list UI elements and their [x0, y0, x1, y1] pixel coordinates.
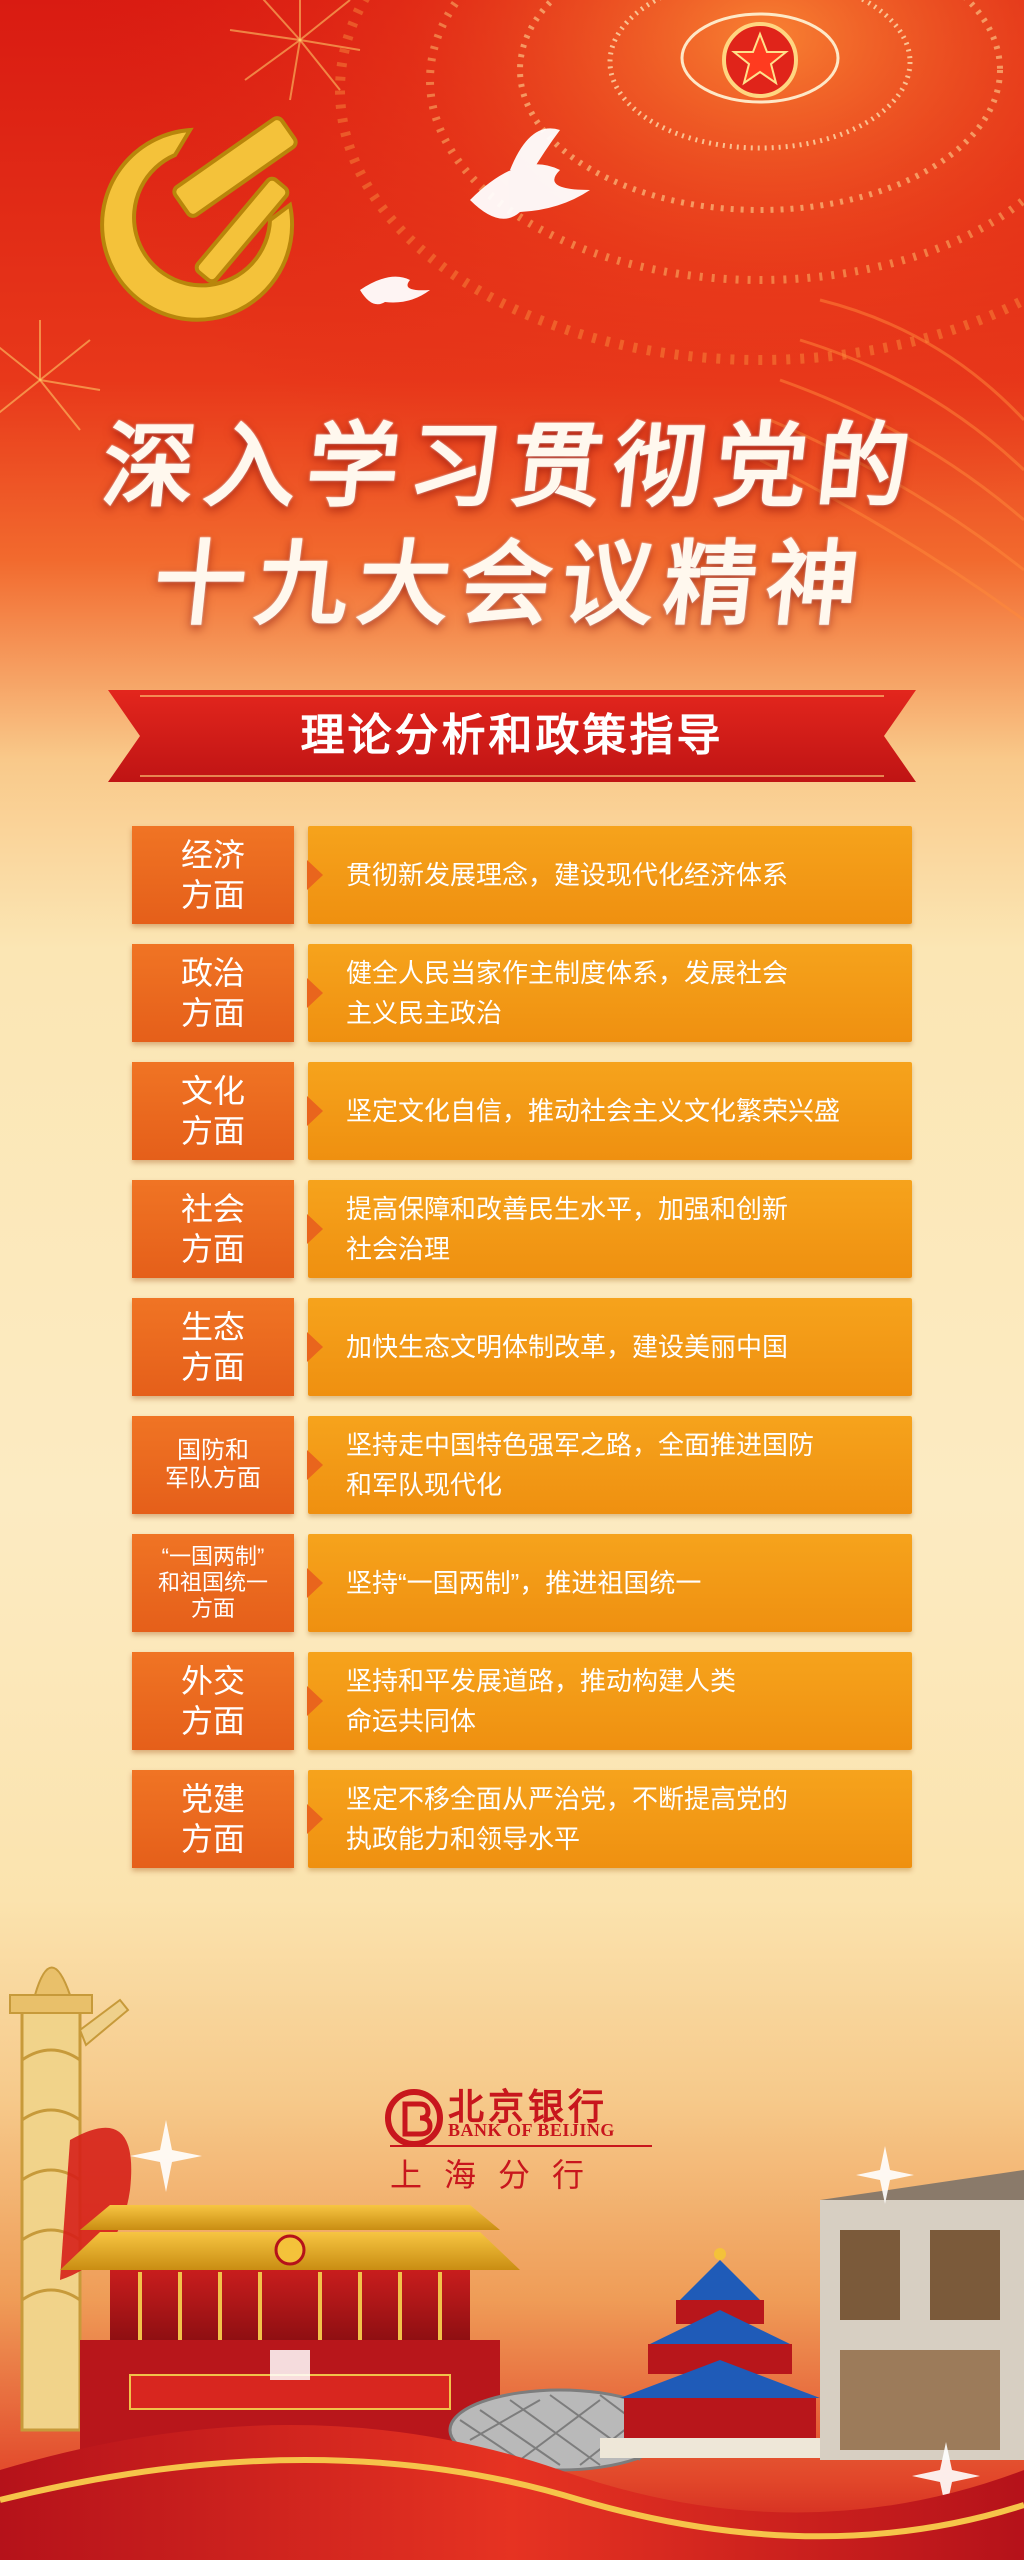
red-ribbon	[0, 2425, 1024, 2560]
bank-name-cn: 北京银行	[448, 2086, 609, 2127]
policy-text: 健全人民当家作主制度体系，发展社会 主义民主政治	[307, 944, 912, 1042]
category-label: 社会 方面	[132, 1180, 294, 1278]
tiananmen-gate	[60, 2205, 520, 2460]
category-label: 文化 方面	[132, 1062, 294, 1160]
top-background	[0, 0, 1024, 700]
policy-row-party-building: 党建 方面 坚定不移全面从严治党，不断提高党的 执政能力和领导水平	[132, 1770, 912, 1868]
policy-row-politics: 政治 方面 健全人民当家作主制度体系，发展社会 主义民主政治	[132, 944, 912, 1042]
policy-list: 经济 方面 贯彻新发展理念，建设现代化经济体系 政治 方面 健全人民当家作主制度…	[132, 826, 912, 1888]
huabiao-column	[9, 1966, 130, 2432]
policy-text: 加快生态文明体制改革，建设美丽中国	[307, 1298, 912, 1396]
category-label: 政治 方面	[132, 944, 294, 1042]
policy-row-society: 社会 方面 提高保障和改善民生水平，加强和创新 社会治理	[132, 1180, 912, 1278]
dove-icon	[360, 128, 590, 305]
category-label: 外交 方面	[132, 1652, 294, 1750]
category-label: “一国两制” 和祖国统一 方面	[132, 1534, 294, 1632]
policy-row-economy: 经济 方面 贯彻新发展理念，建设现代化经济体系	[132, 826, 912, 924]
party-emblem-icon	[100, 116, 298, 322]
policy-row-ecology: 生态 方面 加快生态文明体制改革，建设美丽中国	[132, 1298, 912, 1396]
headline-line-2: 十九大会议精神	[148, 530, 874, 638]
temple-of-heaven	[600, 2248, 840, 2458]
shikumen-building	[820, 2170, 1024, 2460]
policy-row-reunification: “一国两制” 和祖国统一 方面 坚持“一国两制”，推进祖国统一	[132, 1534, 912, 1632]
category-label: 党建 方面	[132, 1770, 294, 1868]
category-label: 国防和 军队方面	[132, 1416, 294, 1514]
policy-row-diplomacy: 外交 方面 坚持和平发展道路，推动构建人类 命运共同体	[132, 1652, 912, 1750]
category-label: 生态 方面	[132, 1298, 294, 1396]
policy-row-culture: 文化 方面 坚定文化自信，推动社会主义文化繁荣兴盛	[132, 1062, 912, 1160]
bank-branch: 上海分行	[390, 2157, 607, 2193]
policy-text: 坚持和平发展道路，推动构建人类 命运共同体	[307, 1652, 912, 1750]
policy-text: 贯彻新发展理念，建设现代化经济体系	[307, 826, 912, 924]
policy-text: 坚定文化自信，推动社会主义文化繁荣兴盛	[307, 1062, 912, 1160]
bank-name-en: BANK OF BEIJING	[448, 2120, 615, 2140]
policy-text: 坚持“一国两制”，推进祖国统一	[307, 1534, 912, 1632]
ceiling-rings	[335, 0, 1024, 365]
category-label: 经济 方面	[132, 826, 294, 924]
headline-line-1: 深入学习贯彻党的	[97, 412, 925, 520]
policy-text: 坚定不移全面从严治党，不断提高党的 执政能力和领导水平	[307, 1770, 912, 1868]
section-banner	[108, 690, 916, 782]
banner-title: 理论分析和政策指导	[300, 711, 724, 760]
birds-nest-stadium	[448, 2388, 672, 2472]
national-emblem-icon	[274, 2234, 306, 2266]
hall-seats	[759, 298, 1024, 622]
ceiling-star-icon	[722, 22, 798, 98]
policy-row-defense: 国防和 军队方面 坚持走中国特色强军之路，全面推进国防 和军队现代化	[132, 1416, 912, 1514]
policy-text: 坚持走中国特色强军之路，全面推进国防 和军队现代化	[307, 1416, 912, 1514]
fireworks-left	[0, 0, 361, 431]
policy-text: 提高保障和改善民生水平，加强和创新 社会治理	[307, 1180, 912, 1278]
